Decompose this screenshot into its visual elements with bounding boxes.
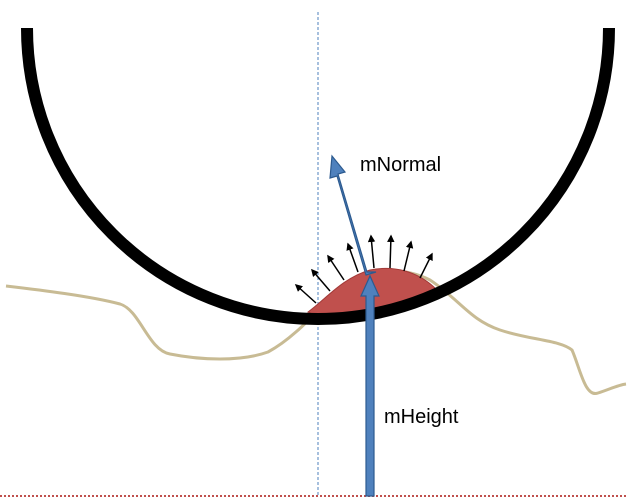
terrain-curve — [5, 269, 627, 395]
normal-vector-arrow — [329, 154, 377, 276]
surface-normal-arrow — [311, 268, 331, 292]
surface-normal-arrow — [327, 254, 345, 281]
surface-normal-arrow — [367, 234, 376, 269]
normal-label: mNormal — [360, 154, 442, 176]
height-vector-arrow — [360, 274, 380, 497]
surface-normal-arrow — [403, 240, 414, 272]
surface-normal-arrow — [419, 252, 433, 279]
surface-normal-arrow — [346, 242, 359, 273]
surface-normal-arrow — [294, 283, 317, 304]
surface-normals — [294, 234, 433, 304]
height-label: mHeight — [384, 406, 459, 428]
surface-normal-arrow — [387, 234, 395, 269]
bowl-arc — [21, 27, 615, 325]
